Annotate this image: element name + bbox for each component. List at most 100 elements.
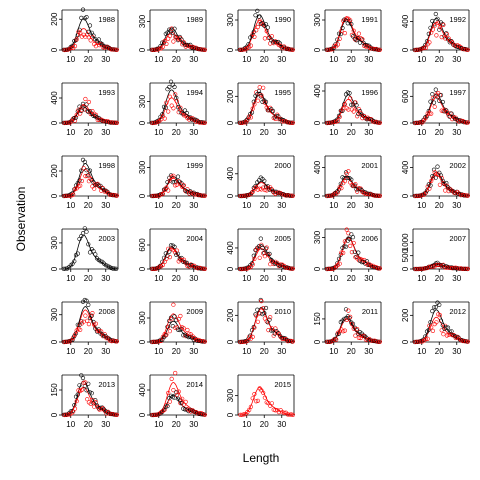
obs-point-red (166, 324, 171, 329)
obs-point-black (89, 391, 94, 396)
x-tick-label: 30 (452, 128, 461, 137)
obs-point-black (86, 381, 91, 386)
obs-point-red (93, 321, 98, 326)
obs-point-red (79, 387, 84, 393)
y-tick-label: 150 (313, 312, 322, 326)
obs-point-red (245, 266, 250, 271)
obs-point-black (437, 302, 442, 307)
obs-point-black (93, 398, 98, 403)
obs-point-red (202, 193, 207, 198)
y-tick-label: 0 (401, 266, 410, 271)
obs-point-black (167, 249, 172, 254)
obs-point-red (88, 314, 93, 319)
obs-point-red (275, 260, 280, 265)
obs-point-black (79, 15, 84, 21)
panel-1996: 10 20 30 0 400 1996 (313, 82, 383, 137)
x-tick-label: 10 (154, 420, 163, 429)
x-tick-label: 30 (364, 128, 373, 137)
obs-point-black (79, 108, 84, 113)
obs-point-black (84, 388, 89, 393)
obs-point-red (88, 38, 93, 43)
obs-point-black (160, 259, 165, 264)
obs-point-red (342, 328, 348, 333)
obs-point-black (82, 226, 87, 231)
obs-point-black (79, 319, 84, 324)
obs-point-red (81, 166, 86, 171)
obs-point-black (91, 113, 96, 118)
obs-point-red (160, 191, 165, 196)
obs-point-red (92, 186, 97, 191)
obs-point-red (377, 266, 383, 271)
panel-year-label: 1991 (361, 15, 378, 24)
obs-point-red (247, 407, 252, 413)
obs-point-black (75, 251, 80, 256)
obs-point-red (174, 99, 179, 104)
obs-point-black (281, 335, 286, 341)
x-tick-label: 20 (84, 347, 93, 356)
obs-point-black (447, 329, 452, 334)
x-tick-label: 30 (364, 55, 373, 64)
y-tick-label: 0 (313, 193, 322, 198)
obs-point-red (171, 106, 176, 111)
obs-point-red (171, 173, 176, 178)
obs-point-black (72, 115, 77, 121)
obs-point-red (266, 252, 271, 257)
obs-point-black (440, 22, 445, 27)
panel-year-label: 1996 (361, 88, 378, 97)
obs-point-black (72, 259, 77, 264)
obs-point-red (450, 333, 455, 338)
obs-point-red (250, 396, 255, 401)
obs-point-red (464, 47, 469, 52)
y-tick-label: 0 (50, 120, 59, 125)
obs-point-black (269, 328, 274, 333)
panel-2004: 10 20 30 0 600 2004 (138, 228, 207, 283)
obs-point-black (73, 37, 79, 43)
obs-point-red (202, 412, 207, 417)
obs-point-black (179, 401, 184, 406)
panel-2002: 10 20 30 0 400 2002 (401, 155, 471, 210)
obs-point-red (252, 256, 257, 262)
x-tick-label: 30 (101, 55, 110, 64)
y-tick-label: 0 (401, 193, 410, 198)
obs-point-red (444, 32, 450, 37)
y-tick-label: 200 (226, 89, 235, 103)
obs-point-red (72, 406, 78, 411)
obs-point-black (87, 23, 93, 28)
obs-point-red (441, 332, 446, 337)
obs-point-black (424, 114, 430, 119)
obs-point-red (423, 190, 429, 195)
obs-point-black (359, 37, 364, 42)
x-tick-label: 30 (189, 347, 198, 356)
obs-point-red (282, 410, 287, 416)
y-tick-label: 400 (226, 241, 235, 255)
x-tick-label: 30 (277, 55, 286, 64)
obs-point-red (356, 31, 362, 36)
obs-point-black (263, 246, 269, 251)
x-tick-label: 30 (101, 201, 110, 210)
y-tick-label: 0 (138, 47, 147, 52)
obs-point-red (157, 264, 162, 269)
obs-point-black (437, 27, 442, 32)
y-tick-label: 300 (226, 13, 235, 27)
x-tick-label: 10 (417, 274, 426, 283)
y-tick-label: 400 (50, 91, 59, 105)
obs-point-black (444, 180, 449, 186)
x-tick-label: 20 (347, 347, 356, 356)
panel-year-label: 2015 (274, 380, 291, 389)
obs-point-black (177, 107, 182, 112)
obs-point-red (114, 412, 119, 418)
obs-point-black (77, 104, 82, 109)
obs-point-red (430, 328, 436, 334)
panel-2014: 10 20 30 0 400 2014 (138, 370, 207, 429)
x-tick-label: 10 (242, 274, 251, 283)
y-tick-label: 200 (50, 12, 59, 26)
obs-point-black (336, 187, 342, 192)
obs-point-red (181, 257, 186, 262)
x-tick-label: 20 (84, 201, 93, 210)
obs-point-red (71, 409, 76, 414)
obs-point-black (86, 302, 91, 308)
obs-point-black (172, 314, 177, 319)
